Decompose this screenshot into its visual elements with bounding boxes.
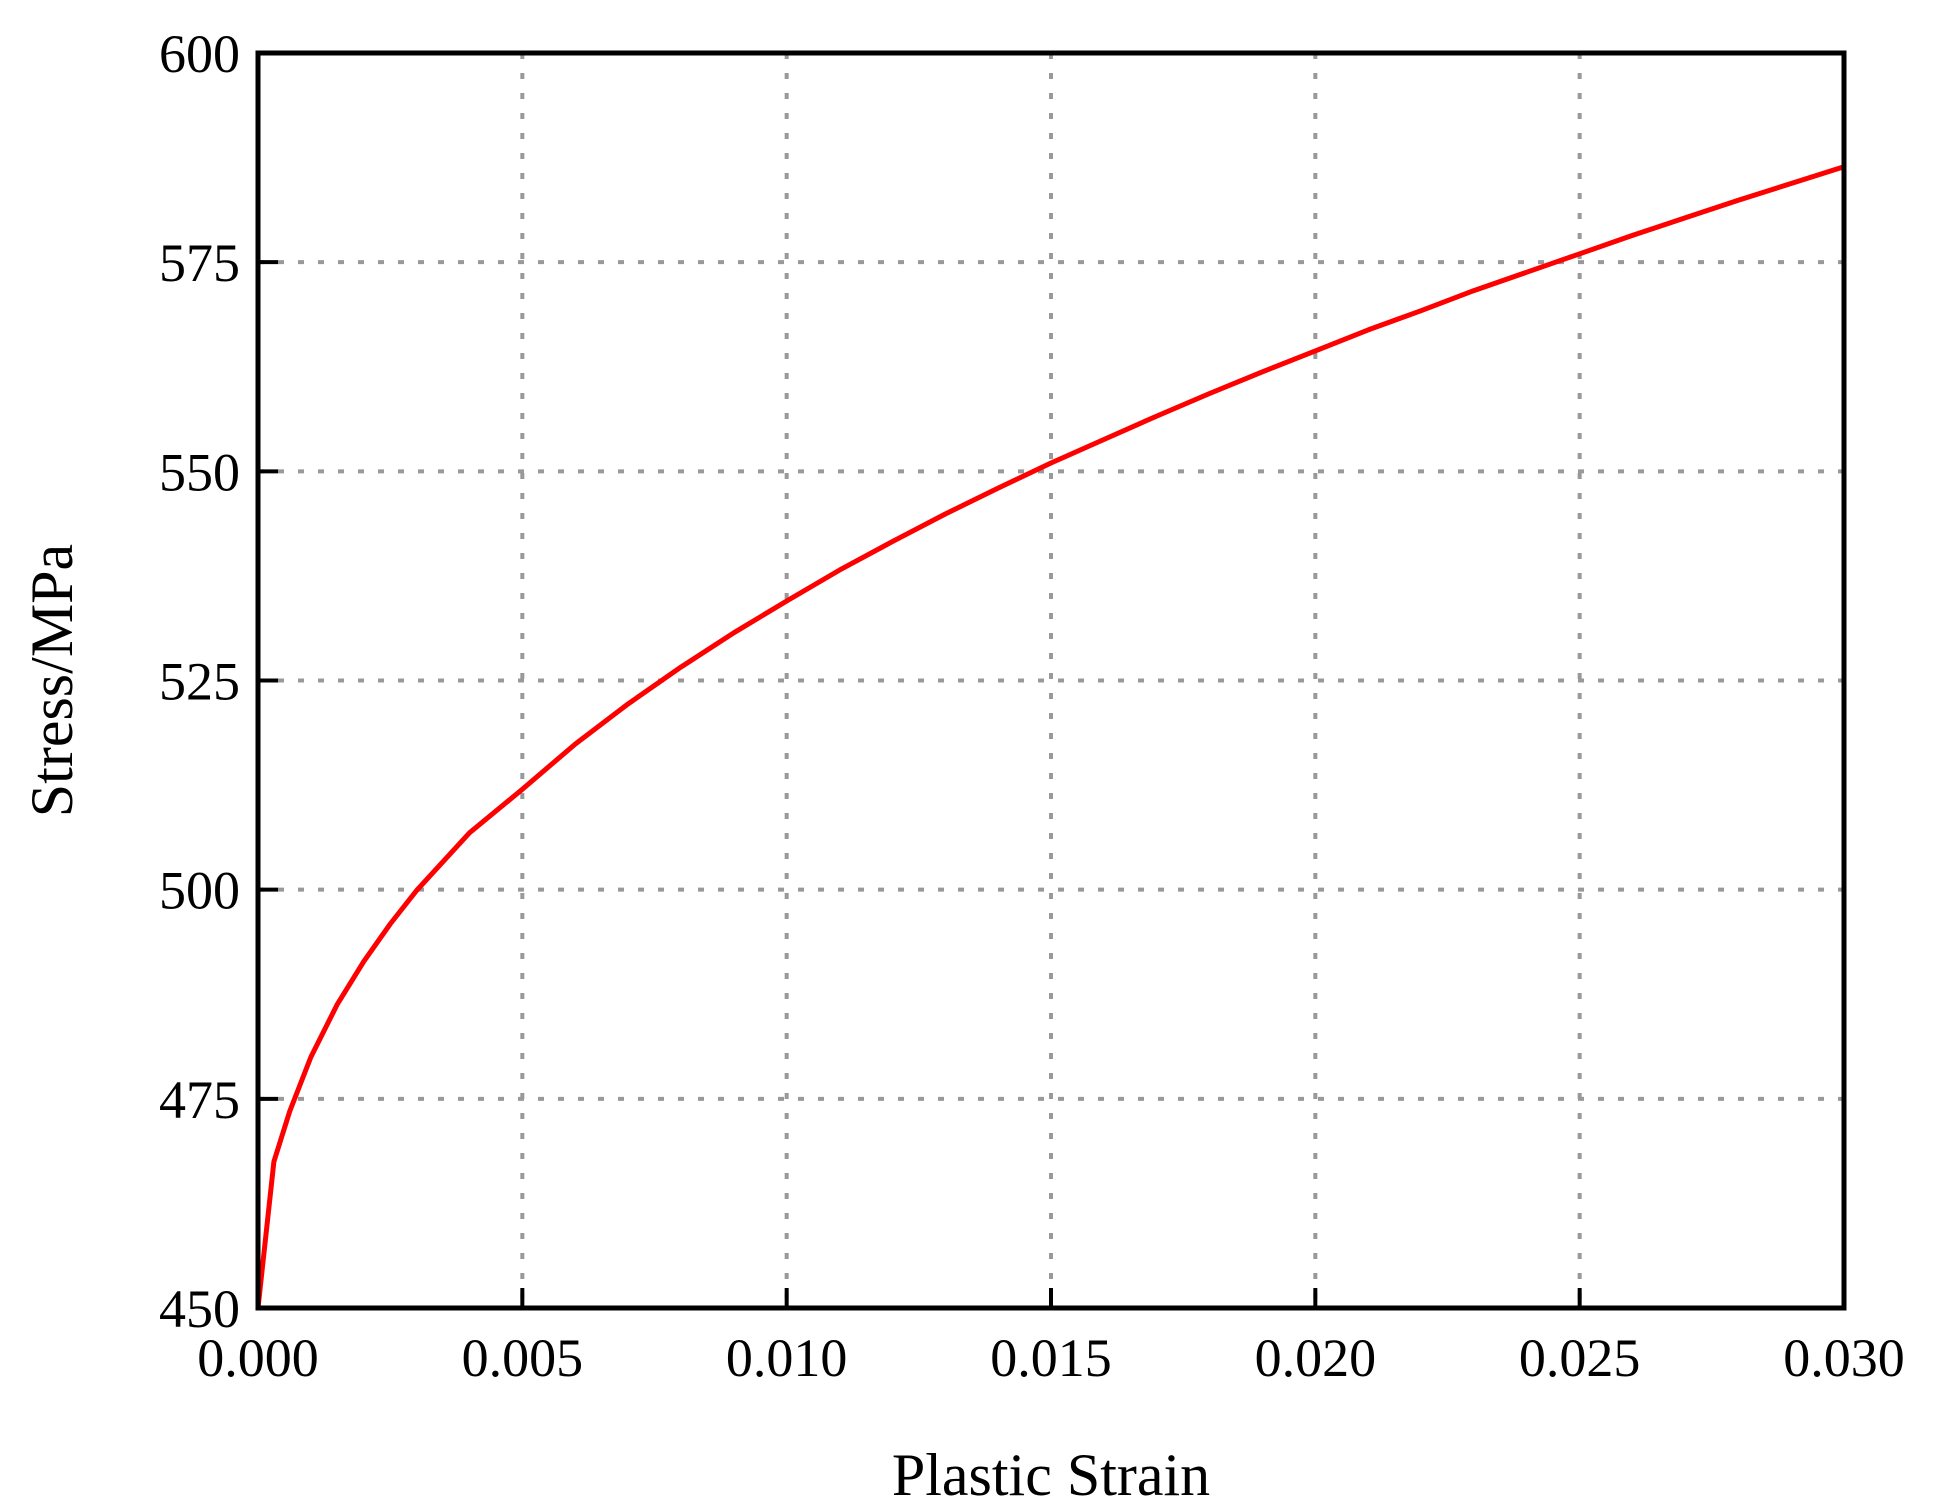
y-tick-label: 575 bbox=[159, 233, 240, 293]
y-tick-labels: 450 475 500 525 550 575 600 bbox=[159, 24, 240, 1339]
series-line-0 bbox=[255, 164, 1847, 1311]
x-tick-label: 0.025 bbox=[1519, 1328, 1641, 1388]
y-tick-label: 600 bbox=[159, 24, 240, 84]
x-tick-label: 0.000 bbox=[197, 1328, 319, 1388]
y-tick-label: 450 bbox=[159, 1279, 240, 1339]
x-tick-labels: 0.000 0.005 0.010 0.015 0.020 0.025 0.030 bbox=[197, 1328, 1905, 1388]
plot-frame bbox=[255, 50, 1847, 1311]
x-tick-label: 0.030 bbox=[1783, 1328, 1905, 1388]
y-tick-label: 525 bbox=[159, 652, 240, 712]
y-tick-label: 475 bbox=[159, 1070, 240, 1130]
tick-marks bbox=[256, 51, 1846, 1310]
series-layer bbox=[255, 164, 1847, 1311]
x-tick-label: 0.005 bbox=[462, 1328, 584, 1388]
grid-lines bbox=[258, 53, 1844, 1308]
x-tick-label: 0.020 bbox=[1255, 1328, 1377, 1388]
y-tick-label: 500 bbox=[159, 861, 240, 921]
x-axis-title: Plastic Strain bbox=[892, 1442, 1210, 1508]
y-axis-title: Stress/MPa bbox=[19, 544, 85, 817]
y-tick-label: 550 bbox=[159, 442, 240, 502]
x-tick-label: 0.010 bbox=[726, 1328, 848, 1388]
x-tick-label: 0.015 bbox=[990, 1328, 1112, 1388]
